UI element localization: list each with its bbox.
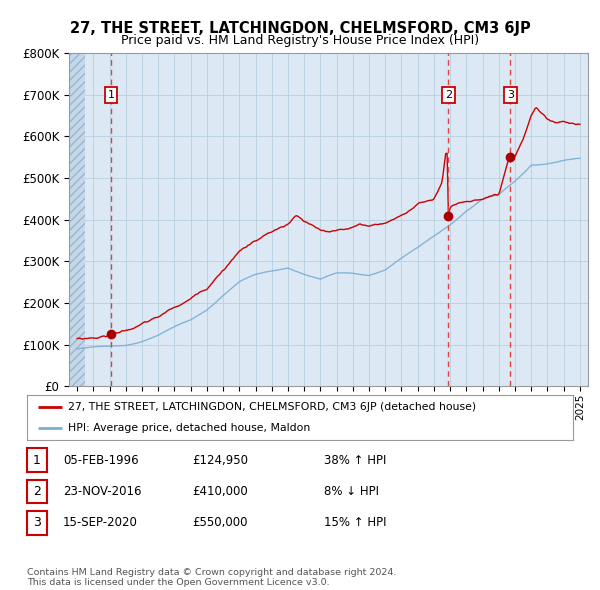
Bar: [69, 53, 85, 386]
Text: 05-FEB-1996: 05-FEB-1996: [63, 454, 139, 467]
Text: 3: 3: [507, 90, 514, 100]
Text: £550,000: £550,000: [192, 516, 248, 529]
Text: £124,950: £124,950: [192, 454, 248, 467]
Text: 15-SEP-2020: 15-SEP-2020: [63, 516, 138, 529]
Text: 3: 3: [33, 516, 41, 529]
Text: 38% ↑ HPI: 38% ↑ HPI: [324, 454, 386, 467]
Text: 1: 1: [107, 90, 115, 100]
Text: HPI: Average price, detached house, Maldon: HPI: Average price, detached house, Mald…: [68, 422, 310, 432]
Text: 2: 2: [33, 485, 41, 498]
Text: 1: 1: [33, 454, 41, 467]
Text: 8% ↓ HPI: 8% ↓ HPI: [324, 485, 379, 498]
Text: 23-NOV-2016: 23-NOV-2016: [63, 485, 142, 498]
Text: 2: 2: [445, 90, 452, 100]
Text: 27, THE STREET, LATCHINGDON, CHELMSFORD, CM3 6JP (detached house): 27, THE STREET, LATCHINGDON, CHELMSFORD,…: [68, 402, 476, 412]
Text: Price paid vs. HM Land Registry's House Price Index (HPI): Price paid vs. HM Land Registry's House …: [121, 34, 479, 47]
Text: £410,000: £410,000: [192, 485, 248, 498]
Text: 15% ↑ HPI: 15% ↑ HPI: [324, 516, 386, 529]
Text: 27, THE STREET, LATCHINGDON, CHELMSFORD, CM3 6JP: 27, THE STREET, LATCHINGDON, CHELMSFORD,…: [70, 21, 530, 35]
Text: Contains HM Land Registry data © Crown copyright and database right 2024.
This d: Contains HM Land Registry data © Crown c…: [27, 568, 397, 587]
